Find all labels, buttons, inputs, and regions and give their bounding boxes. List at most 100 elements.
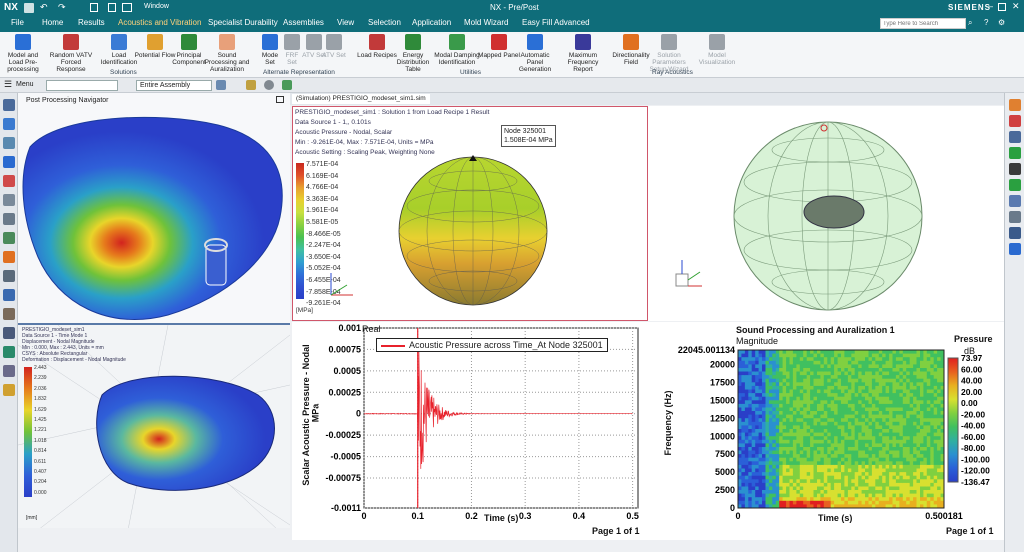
help-icon[interactable] [1009, 99, 1021, 111]
tab-assemblies[interactable]: Assemblies [283, 18, 324, 27]
selection-filter-icon[interactable] [216, 80, 226, 90]
tab-easy-fill-advanced[interactable]: Easy Fill Advanced [522, 18, 590, 27]
spectrogram-cell [841, 350, 845, 354]
ribbon-button-14[interactable]: Automatic Panel Generation [512, 34, 558, 73]
deformation-view[interactable]: PRESTIGIO_modeset_sim1 Data Source 1 - Ti… [18, 323, 290, 528]
maximize-icon[interactable] [998, 3, 1006, 11]
club-head-contour-view[interactable] [18, 107, 290, 323]
ribbon-button-11[interactable]: Energy Distribution Table [390, 34, 436, 73]
spectrogram-cell [837, 461, 842, 466]
spectrogram-cell [827, 421, 832, 426]
ribbon-button-0[interactable]: Model and Load Pre-processing [0, 34, 46, 73]
spectrogram-cell [916, 486, 921, 491]
ribbon-button-2[interactable]: Load Identification [96, 34, 142, 66]
gear-icon[interactable]: ⚙ [998, 18, 1006, 27]
spectrogram-cell [920, 439, 924, 444]
close-icon[interactable]: ✕ [1012, 1, 1020, 11]
redo-icon[interactable]: ↷ [58, 2, 66, 12]
sim-navigator-icon[interactable] [3, 137, 15, 149]
render-icon[interactable] [282, 80, 292, 90]
ribbon-button-12[interactable]: Modal Damping Identification [434, 34, 480, 66]
spectrogram-cell [882, 421, 886, 426]
spectrogram-cell [779, 472, 783, 477]
post-navigator-icon[interactable] [3, 156, 15, 168]
paste-icon[interactable] [108, 3, 116, 12]
command-search-input[interactable] [880, 18, 966, 29]
ribbon-button-3[interactable]: Potential Flow [132, 34, 178, 59]
tab-selection[interactable]: Selection [368, 18, 401, 27]
process-studio-icon[interactable] [3, 251, 15, 263]
spectrogram-cell [813, 425, 818, 430]
web-browser-icon[interactable] [3, 213, 15, 225]
ribbon-button-5[interactable]: Sound Processing and Auralization [204, 34, 250, 73]
help-icon[interactable]: ? [984, 18, 989, 27]
tab-acoustics-vibration[interactable]: Acoustics and Vibration [118, 18, 202, 27]
tab-view[interactable]: View [337, 18, 355, 27]
eye-icon[interactable] [1009, 195, 1021, 207]
ribbon-button-17[interactable]: Solution Parameters Setup Wizard [646, 34, 692, 73]
scope-filter-select[interactable]: Entire Assembly [136, 80, 212, 91]
undo-view-icon[interactable] [1009, 115, 1021, 127]
spectrogram-cell [775, 371, 780, 376]
minimize-icon[interactable]: – [988, 1, 994, 11]
ray-acoustics-view[interactable] [648, 106, 1004, 321]
spectrogram-cell [899, 396, 904, 401]
manufacturing-icon[interactable] [3, 365, 15, 377]
next-icon[interactable] [1009, 147, 1021, 159]
sphere-icon[interactable] [264, 80, 274, 90]
ribbon-button-9[interactable]: ATV Set [322, 34, 346, 59]
tab-results[interactable]: Results [78, 18, 105, 27]
ribbon-button-10[interactable]: Load Recipes [354, 34, 400, 59]
system-materials-icon[interactable] [3, 289, 15, 301]
ribbon-button-18[interactable]: Model Visualization [694, 34, 740, 66]
zoom-icon[interactable] [1009, 227, 1021, 239]
undo-icon[interactable]: ↶ [40, 2, 48, 12]
ribbon-button-13[interactable]: Mapped Panel [476, 34, 522, 59]
simulation-tab[interactable]: (Simulation) PRESTIGIO_modeset_sim1.sim [292, 94, 430, 104]
switch-window-icon[interactable] [122, 3, 132, 12]
tab-specialist-durability[interactable]: Specialist Durability [208, 18, 278, 27]
previous-icon[interactable] [1009, 179, 1021, 191]
time-history-plot[interactable]: 0 0.1 0.2 0.3 0.4 0.5 0.001 0.00075 0.0005 0.0002… [292, 322, 648, 540]
ribbon-button-15[interactable]: Maximum Frequency Report [560, 34, 606, 73]
tab-home[interactable]: Home [42, 18, 64, 27]
fit-icon[interactable] [1009, 211, 1021, 223]
ribbon-button-6[interactable]: Mode Set [258, 34, 282, 66]
training-icon[interactable] [3, 384, 15, 396]
tab-file[interactable]: File [11, 18, 24, 27]
menu-icon[interactable]: ☰ [4, 79, 13, 89]
ribbon-button-4[interactable]: Principal Component [166, 34, 212, 66]
spectrogram-cell [817, 472, 821, 477]
hd3d-icon[interactable] [3, 194, 15, 206]
ribbon-button-8[interactable]: ATV Set [302, 34, 326, 59]
part-navigator-icon[interactable] [3, 118, 15, 130]
snap-icon[interactable] [246, 80, 256, 90]
search-icon[interactable]: ⌕ [968, 18, 973, 27]
spectrogram-cell [916, 479, 921, 484]
show-hide-icon[interactable] [1009, 131, 1021, 143]
copy-icon[interactable] [90, 3, 98, 12]
more-icon[interactable] [1009, 243, 1021, 255]
type-filter-select[interactable] [46, 80, 118, 91]
palette-icon[interactable] [3, 327, 15, 339]
roles-icon[interactable] [3, 270, 15, 282]
spectrogram-cell [738, 479, 742, 484]
spectrogram-cell [868, 389, 873, 394]
tab-mold-wizard[interactable]: Mold Wizard [464, 18, 509, 27]
clock-icon[interactable] [3, 308, 15, 320]
window-menu[interactable]: Window [144, 3, 169, 10]
history-icon[interactable] [3, 232, 15, 244]
acoustic-sphere-view[interactable]: PRESTIGIO_modeset_sim1 : Solution 1 from… [292, 106, 648, 321]
menu-button[interactable]: Menu [16, 81, 34, 88]
ribbon-button-7[interactable]: FRF Set [280, 34, 304, 66]
assembly-navigator-icon[interactable] [3, 99, 15, 111]
reuse-library-icon[interactable] [3, 175, 15, 187]
tab-application[interactable]: Application [412, 18, 452, 27]
maximize-panel-icon[interactable] [276, 96, 284, 103]
save-icon[interactable] [24, 3, 34, 13]
cut-icon[interactable] [1009, 163, 1021, 175]
ribbon-button-1[interactable]: Random VATV Forced Response [48, 34, 94, 73]
visual-report-icon[interactable] [3, 346, 15, 358]
spectrogram-plot[interactable]: 22045.001134 20000 17500 15000 12500 10000 750… [648, 322, 1004, 540]
ribbon-button-16[interactable]: Directionality Field [608, 34, 654, 66]
